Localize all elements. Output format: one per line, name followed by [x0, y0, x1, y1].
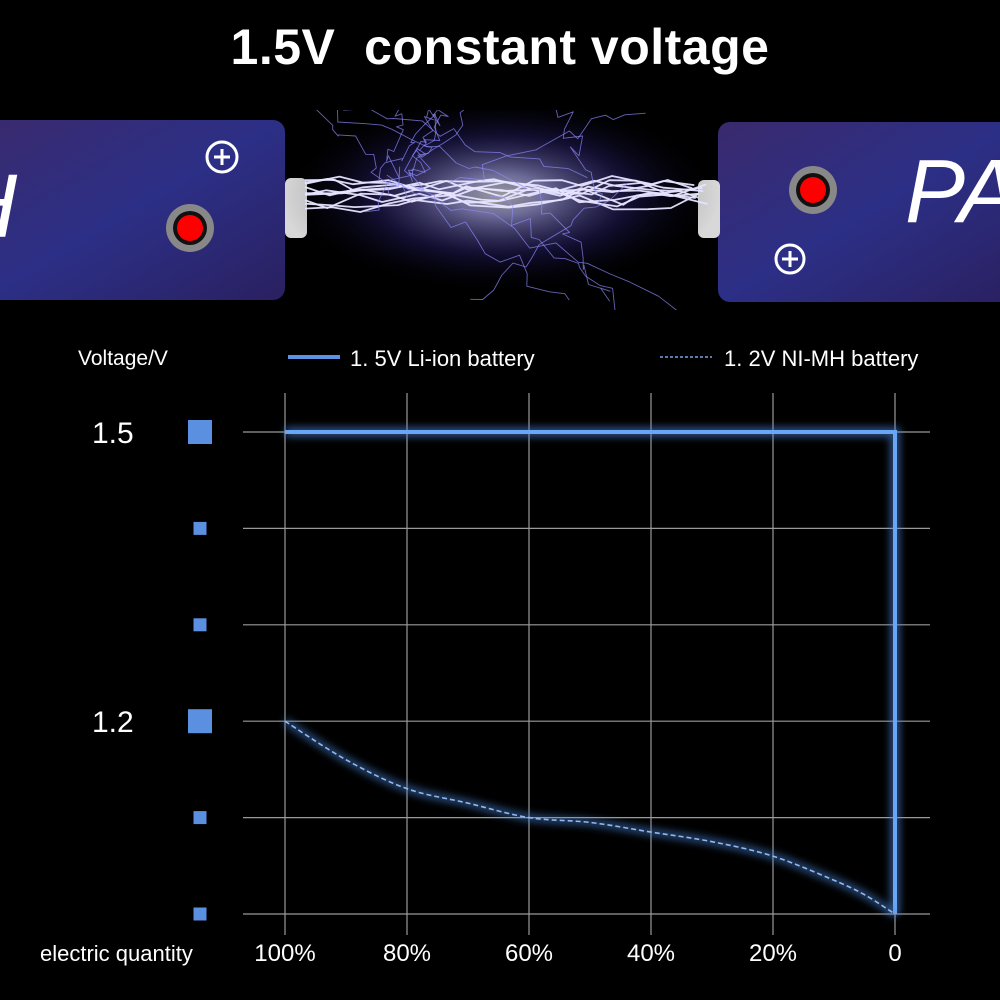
- lightning-bolt: [409, 184, 570, 301]
- x-tick-label: 100%: [254, 940, 315, 967]
- lightning-bolt: [408, 110, 449, 182]
- legend: 1. 5V Li-ion battery 1. 2V NI-MH battery: [288, 346, 918, 371]
- series-ni-mh-line: [284, 720, 896, 915]
- x-tick-label: 40%: [627, 940, 675, 967]
- lightning-bolt: [364, 110, 465, 213]
- x-tick-label: 0: [888, 940, 901, 967]
- lightning-bolt: [304, 175, 708, 208]
- y-axis-label: Voltage/V: [78, 347, 168, 370]
- y-tick-marker: [193, 811, 207, 825]
- lightning-bolt: [386, 110, 404, 195]
- y-tick-label: 1.2: [92, 706, 134, 739]
- page-title: 1.5V constant voltage: [230, 19, 770, 75]
- lightning-bolt: [386, 174, 678, 310]
- lightning-bolt: [411, 110, 434, 178]
- lightning-bolt: [448, 112, 646, 184]
- y-tick-marker: [193, 618, 207, 632]
- plus-circle-icon: [774, 243, 806, 275]
- logo-right: PA: [905, 142, 1000, 242]
- y-tick-label: 1.5: [92, 417, 134, 450]
- series-li-ion-line: [285, 430, 897, 914]
- legend-label-li-ion: 1. 5V Li-ion battery: [350, 346, 535, 371]
- y-tick-marker: [193, 521, 207, 535]
- lightning-bolt: [343, 110, 588, 179]
- lightning-bolt: [337, 110, 528, 189]
- lightning-bolt: [304, 192, 700, 211]
- x-tick-label: 80%: [383, 940, 431, 967]
- lightning-bolt: [316, 110, 408, 198]
- lightning-bolt: [304, 183, 699, 204]
- lightning-bolt: [490, 195, 616, 310]
- electric-spark: [280, 110, 720, 310]
- lightning-bolt: [378, 110, 439, 181]
- lightning-bolt: [530, 188, 611, 302]
- legend-label-ni-mh: 1. 2V NI-MH battery: [724, 346, 918, 371]
- lightning-bolt: [555, 110, 603, 204]
- plus-circle-icon: [205, 140, 239, 174]
- y-tick-marker: [193, 907, 207, 921]
- x-tick-label: 20%: [749, 940, 797, 967]
- series-li-ion-line-glow: [285, 427, 900, 914]
- lightning-bolt: [470, 183, 628, 300]
- battery-spark-illustration: PA PA: [0, 110, 1000, 310]
- y-tick-marker-large: [188, 420, 212, 444]
- logo-left: PA: [0, 155, 20, 255]
- x-axis-label: electric quantity: [40, 941, 193, 966]
- lightning-bolt: [408, 110, 441, 191]
- y-tick-marker-large: [188, 709, 212, 734]
- x-tick-label: 60%: [505, 940, 553, 967]
